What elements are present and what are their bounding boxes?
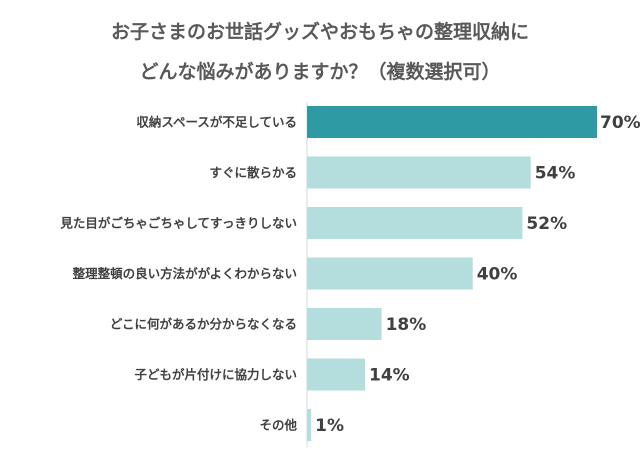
bar-1: [307, 156, 531, 189]
value-label-6: 1%: [315, 416, 344, 436]
value-label-2: 52%: [526, 214, 567, 234]
bar-2: [307, 207, 523, 239]
category-label-2: 見た目がごちゃごちゃしてすっきりしない: [59, 216, 297, 231]
category-label-6: その他: [259, 418, 297, 433]
category-label-1: すぐに散らかる: [209, 165, 297, 180]
value-label-3: 40%: [477, 265, 518, 285]
category-label-4: どこに何があるか分からなくなる: [110, 317, 297, 332]
bar-6: [307, 409, 312, 441]
bar-5: [307, 358, 365, 391]
category-label-0: 収納スペースが不足している: [136, 115, 297, 130]
category-label-3: 整理整頓の良い方法ががよくわからない: [73, 266, 297, 281]
value-label-5: 14%: [369, 366, 410, 386]
chart-title-line-2: どんな悩みがありますか？（複数選択可）: [139, 61, 501, 83]
chart-title-line-1: お子さまのお世話グッズやおもちゃの整理収納に: [110, 21, 529, 43]
bar-3: [307, 257, 473, 290]
bar-0: [307, 106, 597, 138]
category-label-5: 子どもが片付けに協力しない: [134, 367, 297, 382]
value-label-1: 54%: [535, 164, 576, 184]
value-label-0: 70%: [600, 113, 640, 133]
bar-4: [307, 308, 382, 340]
value-label-4: 18%: [386, 315, 427, 335]
